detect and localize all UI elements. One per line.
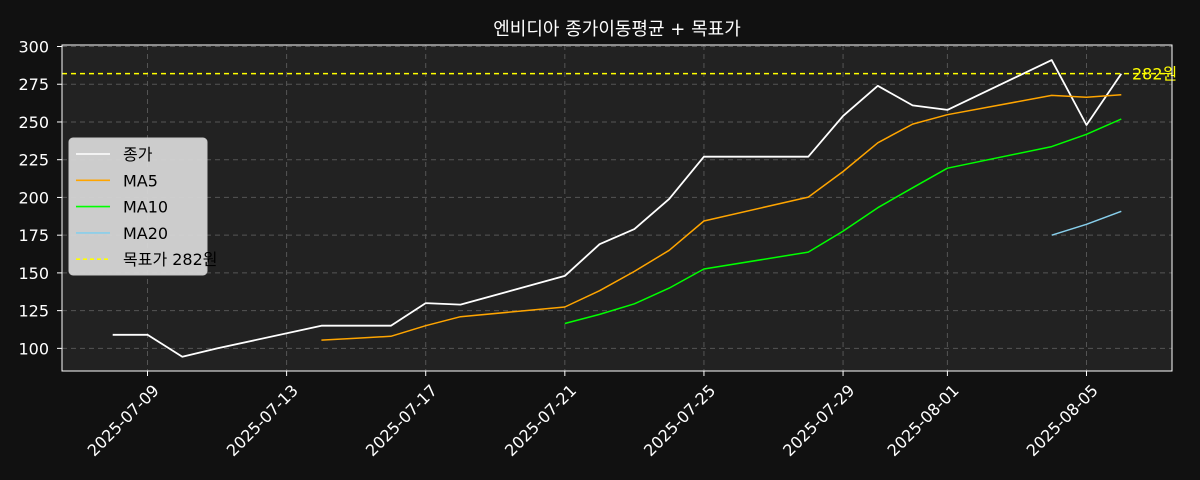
legend-label: MA20 <box>123 224 168 243</box>
series-layer <box>112 59 1123 358</box>
y-tick-label: 175 <box>18 226 49 245</box>
legend-label: MA5 <box>123 171 158 190</box>
series-line-ma5 <box>321 94 1122 341</box>
y-axis: 100 125 150 175 200 225 250 275 300 <box>18 38 62 358</box>
legend-label: 종가 <box>123 145 153 164</box>
y-tick-label: 300 <box>18 38 49 57</box>
legend-label: 목표가 282원 <box>123 250 218 269</box>
grid-lines <box>62 45 1172 371</box>
y-tick-label: 225 <box>18 151 49 170</box>
target-price-annotation: 282원 <box>1132 65 1177 84</box>
y-tick-label: 250 <box>18 113 49 132</box>
series-line-ma20 <box>1051 210 1122 236</box>
y-tick-label: 150 <box>18 264 49 283</box>
plot-frame <box>61 44 1173 372</box>
series-line-close <box>112 59 1123 358</box>
chart-title: 엔비디아 종가이동평균 + 목표가 <box>493 19 741 40</box>
y-tick-label: 275 <box>18 75 49 94</box>
y-tick-label: 200 <box>18 188 49 207</box>
series-line-ma10 <box>564 118 1122 325</box>
legend-box <box>68 137 208 276</box>
y-tick-label: 125 <box>18 302 49 321</box>
legend-label: MA10 <box>123 198 168 217</box>
plot-area <box>62 45 1172 371</box>
reference-line-layer: 282원 <box>62 65 1177 84</box>
y-tick-label: 100 <box>18 339 49 358</box>
legend: 종가 MA5 MA10 MA20 목표가 282원 <box>68 137 218 276</box>
